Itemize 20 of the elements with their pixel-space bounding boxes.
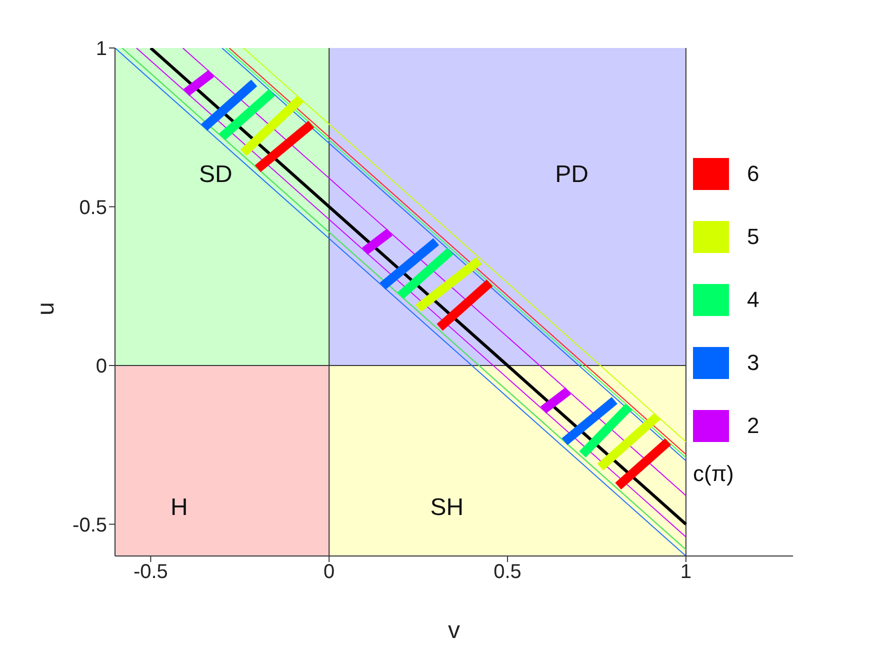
y-tick-label: 0: [96, 356, 107, 378]
y-axis-title: u: [32, 302, 60, 316]
x-tick-label: 0.5: [494, 561, 522, 584]
x-tick-label: 1: [680, 561, 692, 584]
legend-label: 2: [747, 412, 760, 438]
annotation: PD: [555, 161, 588, 189]
legend-label: 3: [747, 350, 760, 376]
legend-title: c(π): [693, 461, 735, 487]
annotation: SD: [198, 161, 232, 189]
y-tick-label: 1: [96, 38, 107, 60]
x-tick-label: 0: [324, 561, 335, 584]
legend-label: 5: [747, 224, 760, 250]
x-axis-title: v: [448, 617, 460, 644]
y-tick-label: -0.5: [72, 514, 107, 536]
legend-label: 6: [747, 160, 760, 186]
y-tick-label: 0.5: [79, 196, 107, 219]
legend-label: 4: [747, 286, 760, 312]
x-tick-label: -0.5: [133, 561, 168, 584]
annotation: SH: [430, 494, 464, 522]
annotation: H: [170, 494, 188, 522]
